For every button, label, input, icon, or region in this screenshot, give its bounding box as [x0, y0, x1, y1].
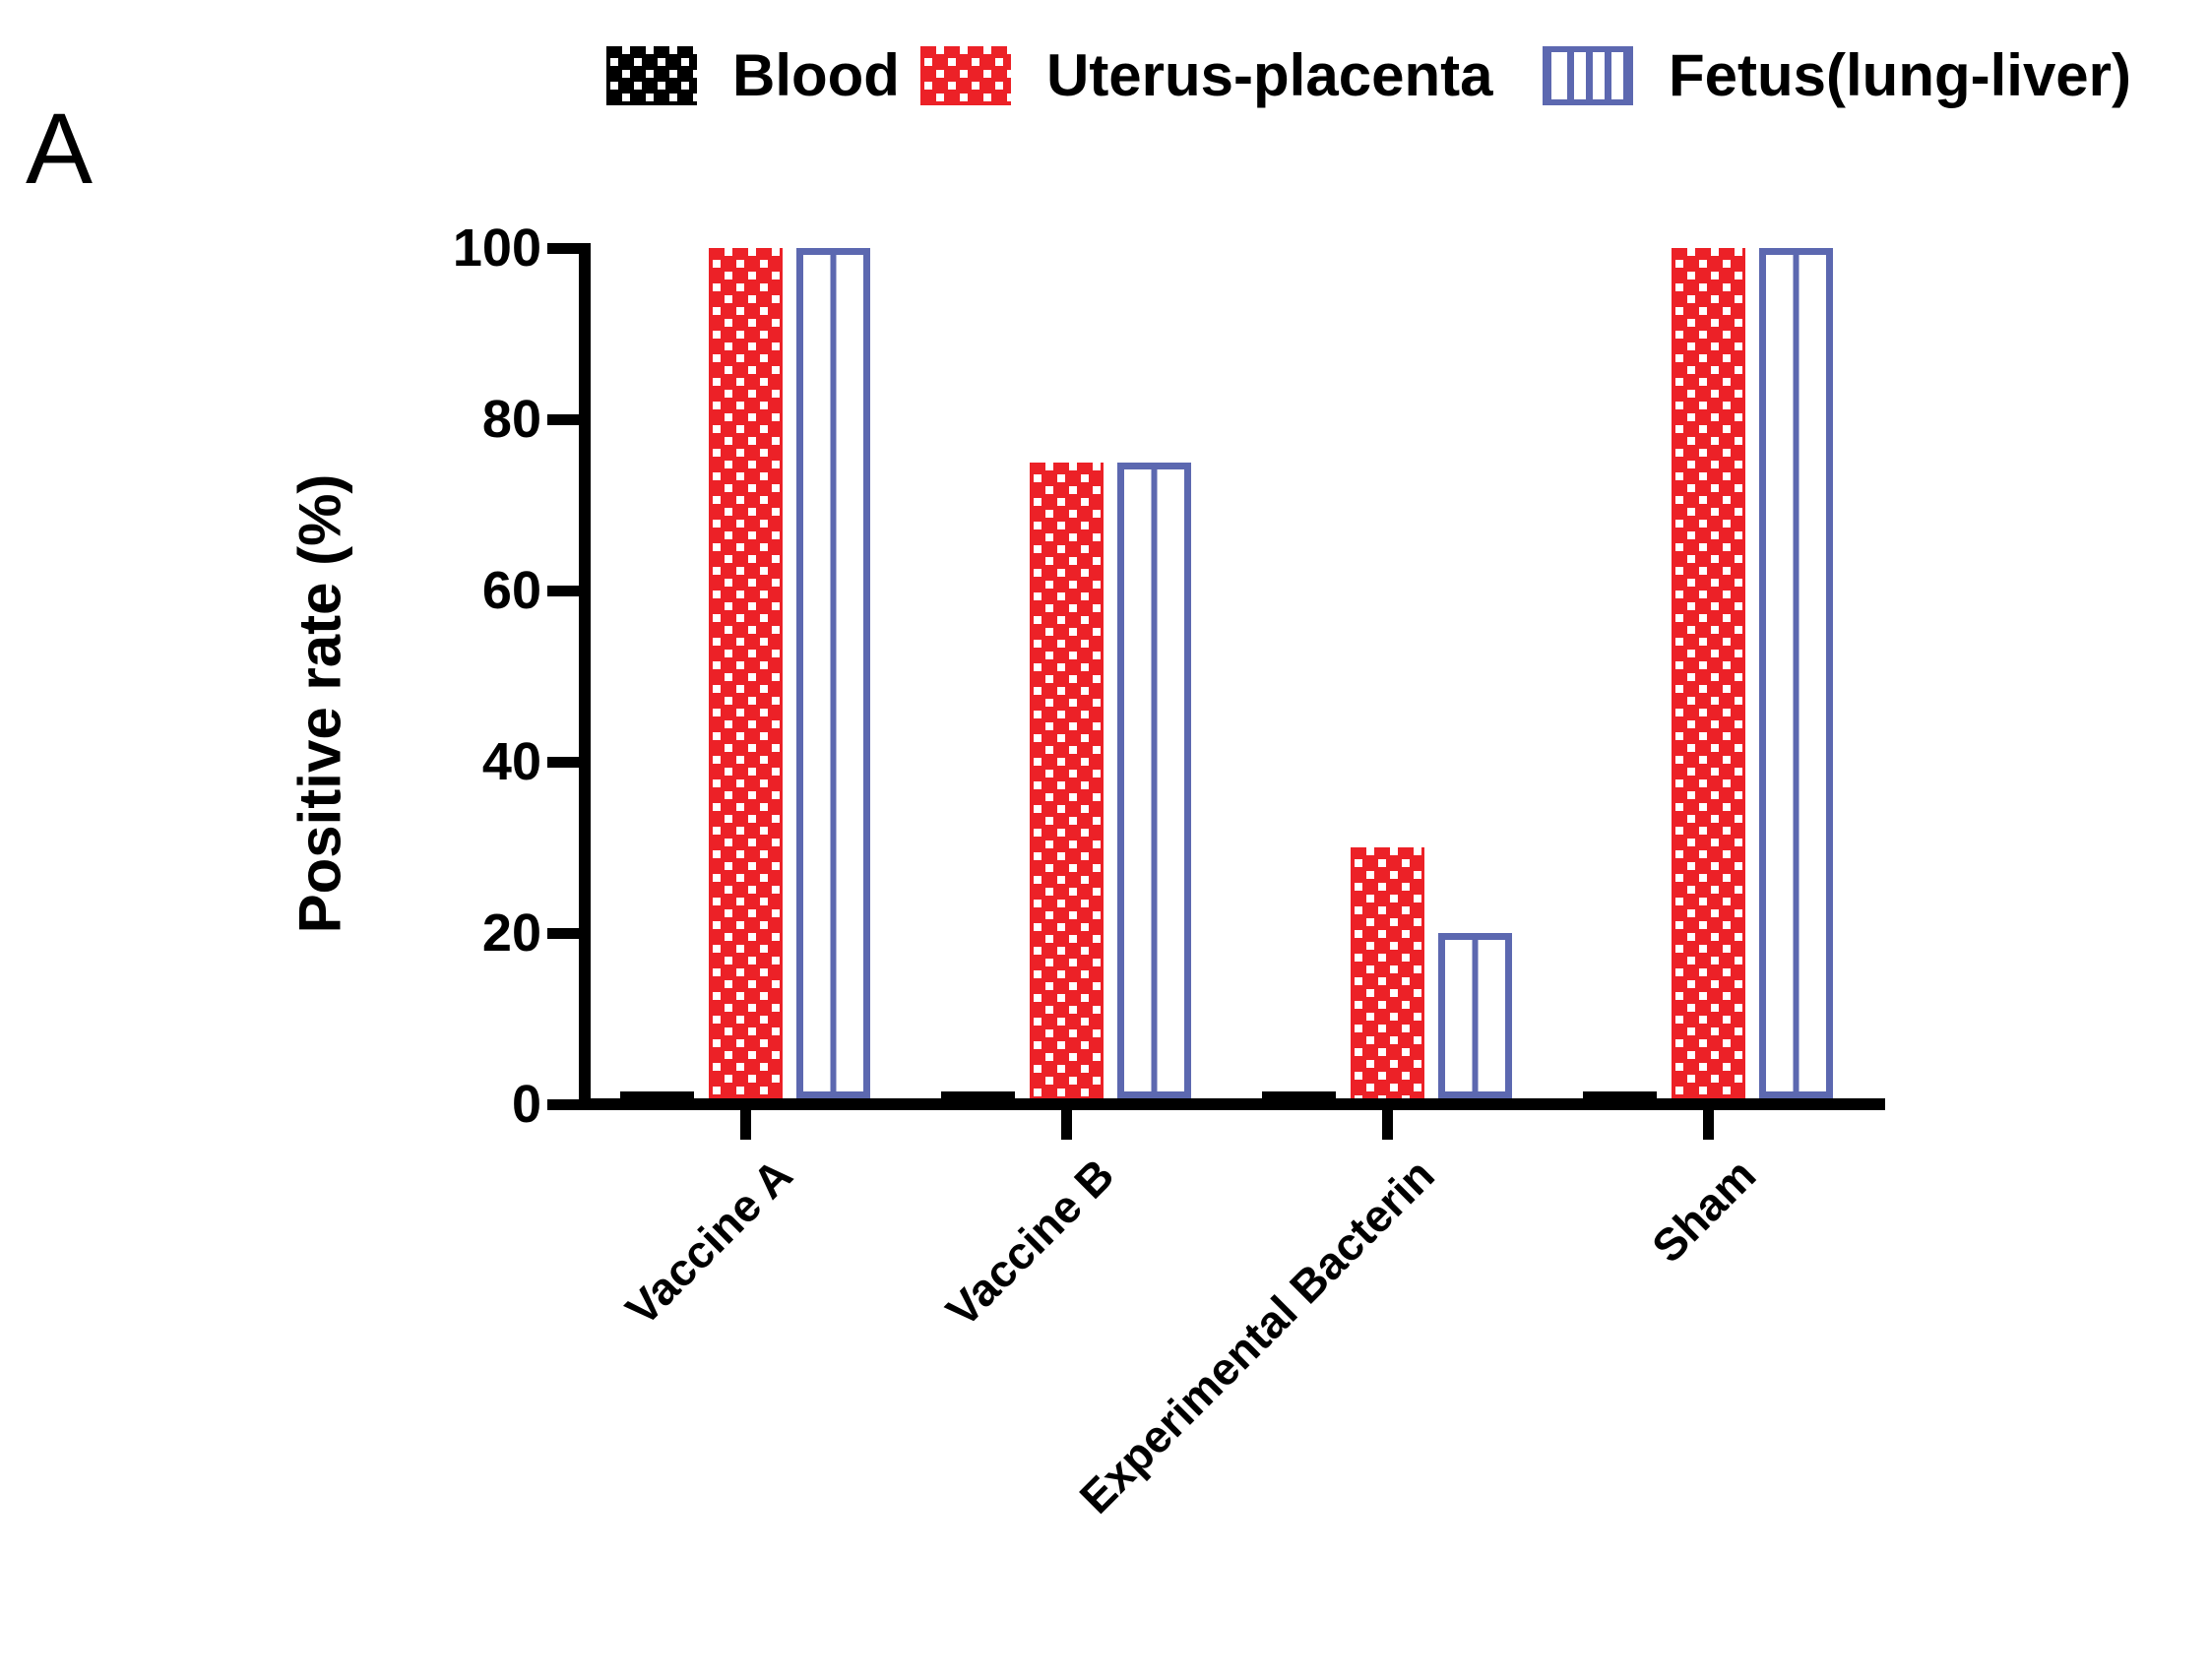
x-tick	[740, 1110, 751, 1140]
legend-label: Fetus(lung-liver)	[1669, 42, 2132, 108]
y-tick	[547, 1099, 591, 1110]
legend-item-fetus-lung-liver-: Fetus(lung-liver)	[1543, 45, 2131, 106]
bar-fetus-lung-liver--2	[1117, 462, 1191, 1098]
legend-swatch-uterus-placenta	[920, 46, 1011, 105]
legend-label: Blood	[732, 42, 900, 108]
x-tick-label: Sham	[1641, 1149, 1766, 1273]
y-tick	[547, 586, 591, 596]
legend-item-uterus-placenta: Uterus-placenta	[920, 45, 1492, 106]
y-tick	[547, 243, 591, 254]
legend-item-blood: Blood	[606, 45, 900, 106]
x-tick	[1061, 1110, 1072, 1140]
y-tick-label: 0	[511, 1075, 541, 1134]
y-tick-label: 80	[481, 390, 541, 449]
y-tick	[547, 414, 591, 425]
y-axis-line	[579, 243, 591, 1110]
y-tick	[547, 928, 591, 939]
legend-label: Uterus-placenta	[1046, 42, 1493, 108]
y-axis-title: Positive rate (%)	[286, 473, 353, 934]
bar-blood-1	[620, 1090, 694, 1098]
y-tick	[547, 757, 591, 768]
y-tick-label: 60	[481, 561, 541, 620]
legend-swatch-blood	[606, 46, 697, 105]
bar-uterus-placenta-3	[1351, 847, 1424, 1098]
bar-fetus-lung-liver--4	[1759, 248, 1833, 1098]
legend-swatch-fetus-lung-liver-	[1543, 46, 1633, 105]
bar-uterus-placenta-2	[1030, 462, 1104, 1098]
bar-blood-4	[1583, 1090, 1657, 1098]
x-tick	[1382, 1110, 1393, 1140]
bar-uterus-placenta-1	[709, 248, 783, 1098]
y-tick-label: 100	[452, 218, 541, 278]
y-tick-label: 20	[481, 903, 541, 963]
y-tick-label: 40	[481, 732, 541, 791]
x-tick	[1703, 1110, 1714, 1140]
bar-fetus-lung-liver--1	[796, 248, 870, 1098]
bar-blood-3	[1262, 1090, 1336, 1098]
panel-label: A	[26, 93, 94, 205]
x-tick-label: Experimental Bacterin	[1069, 1149, 1445, 1524]
bar-fetus-lung-liver--3	[1438, 933, 1512, 1098]
bar-uterus-placenta-4	[1672, 248, 1745, 1098]
x-tick-label: Vaccine A	[615, 1149, 803, 1336]
bar-blood-2	[941, 1090, 1015, 1098]
x-tick-label: Vaccine B	[935, 1149, 1124, 1337]
x-axis-line	[579, 1098, 1885, 1110]
